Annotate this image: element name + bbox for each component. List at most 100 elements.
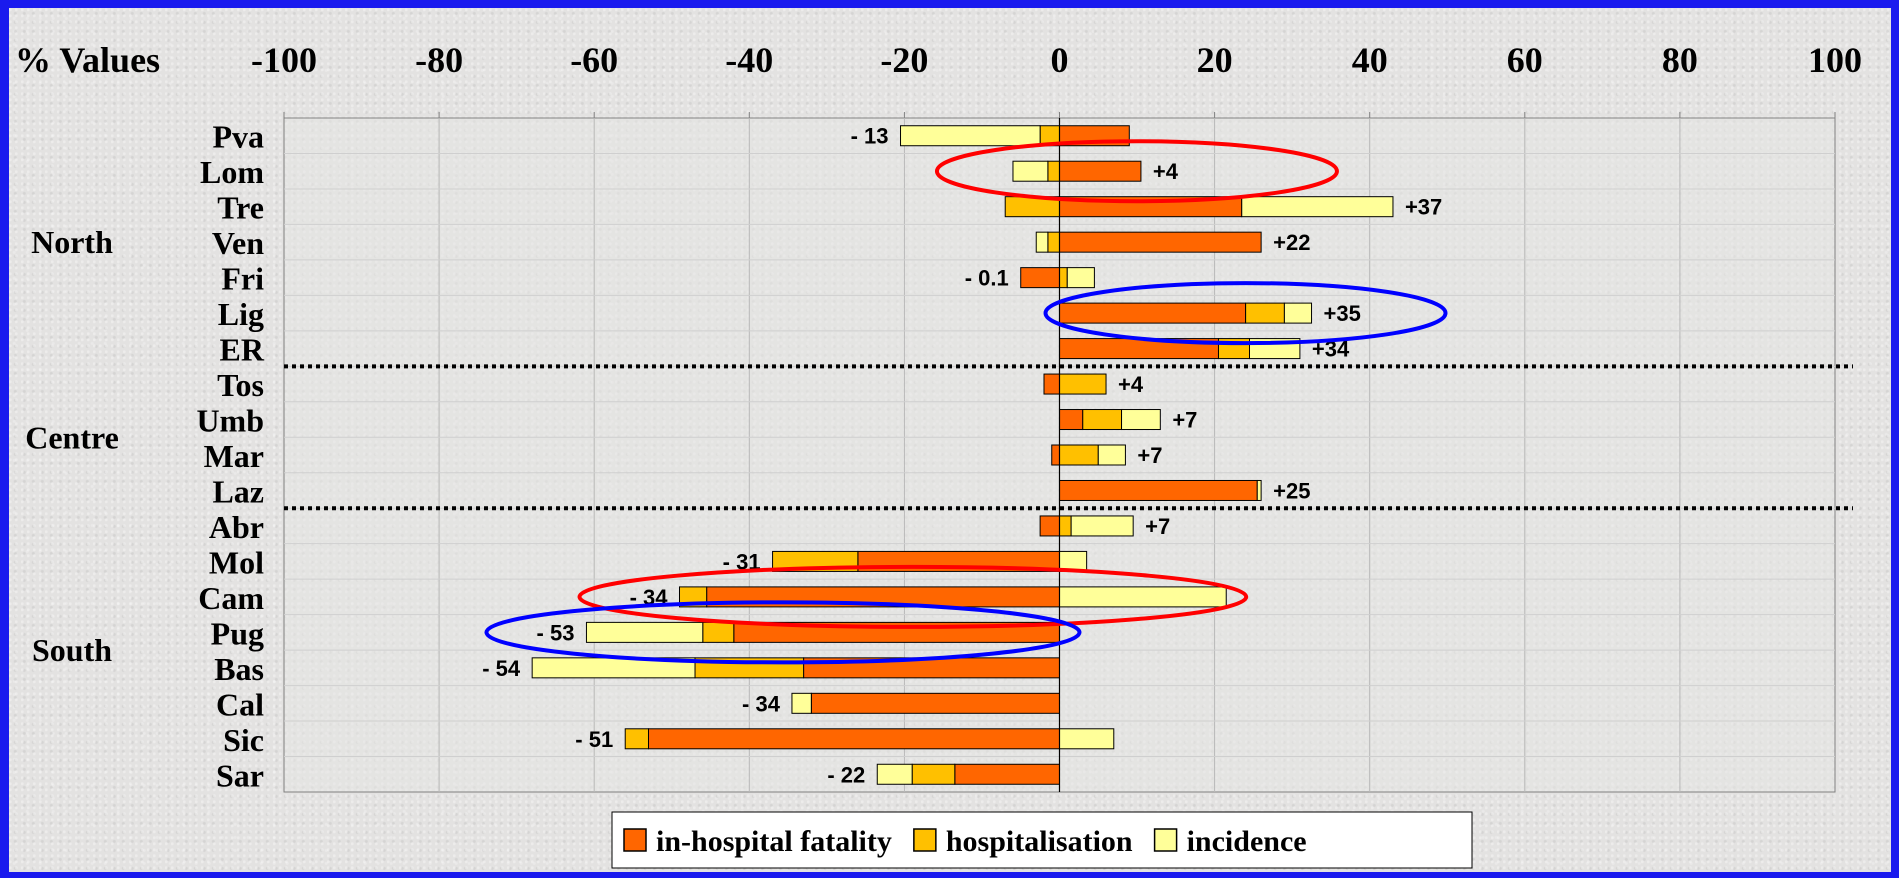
bar-segment [1051, 444, 1060, 466]
bar-segment [1047, 231, 1061, 253]
category-label: Mar [204, 438, 264, 474]
category-label: Tos [217, 367, 264, 403]
bar-segment [810, 692, 1061, 714]
data-label: - 51 [575, 727, 613, 752]
highlight-ellipse [934, 139, 1339, 204]
bar-segment [1070, 515, 1134, 537]
corner-label: % Values [15, 40, 160, 80]
x-tick-label: 40 [1352, 40, 1388, 80]
x-tick-label: -100 [251, 40, 317, 80]
x-tick-label: -40 [725, 40, 773, 80]
legend-label: hospitalisation [946, 825, 1133, 858]
x-tick-label: -80 [415, 40, 463, 80]
data-label: +7 [1137, 443, 1162, 468]
category-label: Abr [209, 509, 264, 545]
category-label: Pva [212, 119, 264, 155]
bar-segment [1059, 479, 1258, 501]
data-label: +25 [1273, 478, 1310, 503]
bar-segment [1245, 302, 1285, 324]
bar-segment [1035, 231, 1049, 253]
legend-swatch [913, 828, 937, 852]
legend-box [611, 811, 1473, 869]
highlight-ellipse [1043, 281, 1448, 346]
bar-segment [1283, 302, 1313, 324]
data-label: +7 [1145, 514, 1170, 539]
category-label: Ven [212, 225, 264, 261]
bar-segment [624, 728, 649, 750]
bar-segment [1066, 267, 1095, 289]
bar-segment [1059, 267, 1068, 289]
bar-segment [1121, 409, 1161, 431]
bar-segment [1256, 479, 1262, 501]
data-label: +4 [1153, 159, 1179, 184]
data-label: - 22 [827, 762, 865, 787]
bar-segment [1059, 728, 1115, 750]
legend-label: incidence [1187, 825, 1307, 858]
bar-segment [1020, 267, 1060, 289]
category-label: Lom [200, 154, 264, 190]
highlight-ellipse [484, 600, 1082, 665]
legend-swatch [623, 828, 647, 852]
data-label: - 13 [851, 124, 889, 149]
data-label: +35 [1324, 301, 1361, 326]
bar-segment [1059, 444, 1099, 466]
x-tick-label: -60 [570, 40, 618, 80]
bar-segment [876, 763, 913, 785]
data-label: +4 [1118, 372, 1144, 397]
bar-segment [954, 763, 1060, 785]
category-label: Tre [217, 190, 264, 226]
region-label: North [31, 224, 113, 260]
bar-segment [911, 763, 956, 785]
bar-segment [900, 125, 1041, 147]
category-label: ER [220, 332, 265, 368]
bar-segment [1082, 409, 1123, 431]
category-label: Cam [198, 580, 264, 616]
bar-segment [647, 728, 1060, 750]
category-label: Bas [214, 651, 264, 687]
region-label: Centre [25, 419, 119, 455]
bar-segment [1241, 196, 1394, 218]
category-label: Umb [196, 403, 264, 439]
data-label: - 34 [742, 691, 781, 716]
bar-segment [1059, 373, 1107, 395]
x-tick-label: -20 [880, 40, 928, 80]
data-label: +7 [1172, 408, 1197, 433]
bar-segment [1047, 160, 1061, 182]
data-label: +37 [1405, 195, 1442, 220]
bar-segment [1059, 586, 1227, 608]
bar-segment [1059, 515, 1072, 537]
legend-label: in-hospital fatality [656, 825, 892, 858]
category-label: Mol [209, 544, 264, 580]
bar-segment [1059, 231, 1262, 253]
bar-segment [702, 621, 735, 643]
x-tick-label: 0 [1051, 40, 1069, 80]
category-label: Lig [218, 296, 264, 332]
category-label: Pug [211, 615, 264, 651]
region-label: South [32, 632, 112, 668]
category-label: Cal [216, 686, 264, 722]
bar-segment [1012, 160, 1049, 182]
x-tick-label: 20 [1197, 40, 1233, 80]
bar-segment [1059, 409, 1084, 431]
bar-segment [1059, 302, 1247, 324]
x-tick-label: 100 [1808, 40, 1862, 80]
bar-segment [1043, 373, 1060, 395]
bar-segment [1039, 515, 1061, 537]
x-tick-label: 80 [1662, 40, 1698, 80]
highlight-ellipse [577, 564, 1249, 629]
data-label: - 54 [482, 656, 521, 681]
bar-segment [1097, 444, 1126, 466]
category-label: Sar [216, 757, 264, 793]
x-tick-label: 60 [1507, 40, 1543, 80]
bar-segment [1059, 160, 1142, 182]
legend-swatch [1153, 828, 1178, 852]
data-label: - 0.1 [965, 266, 1009, 291]
bar-segment [585, 621, 704, 643]
data-label: +22 [1273, 230, 1310, 255]
category-label: Fri [221, 261, 264, 297]
data-label: - 53 [537, 620, 575, 645]
category-label: Sic [223, 722, 264, 758]
bar-segment [791, 692, 812, 714]
category-label: Laz [212, 473, 264, 509]
